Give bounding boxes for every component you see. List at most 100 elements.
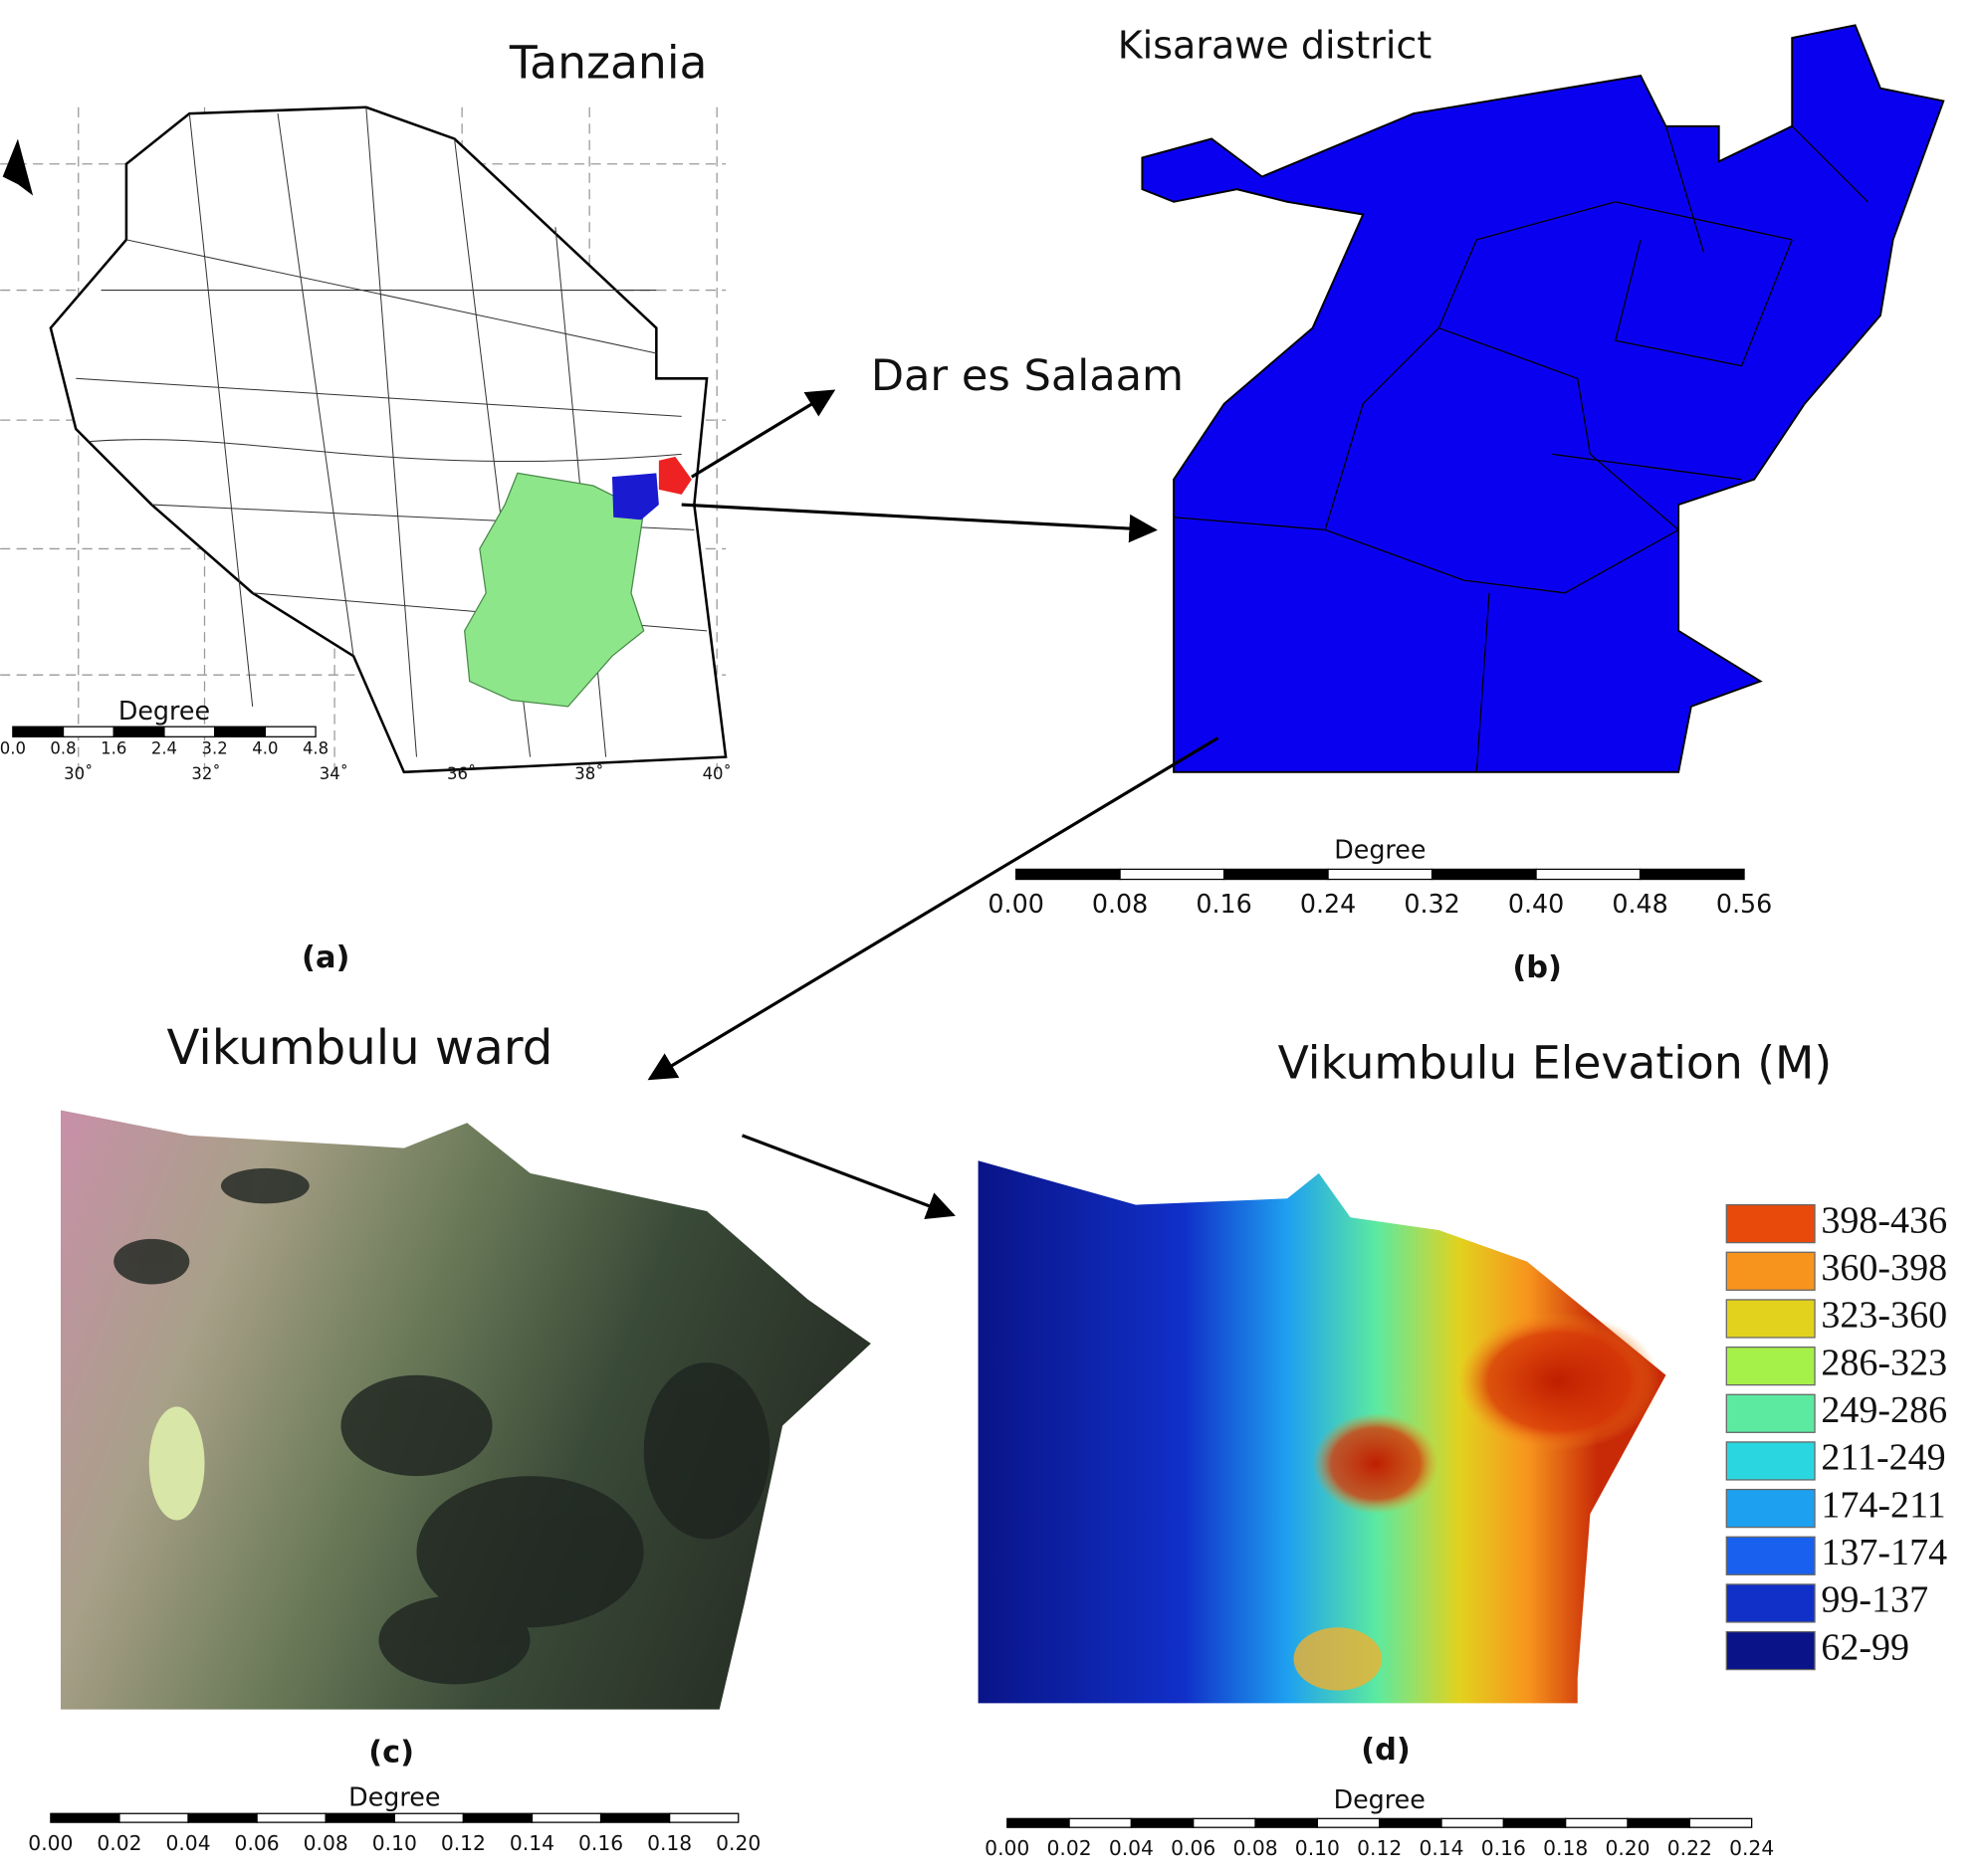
scale-tick-label: 0.18	[1543, 1836, 1588, 1860]
scale-segment	[1254, 1817, 1319, 1828]
scale-segment	[1440, 1817, 1504, 1828]
scale-tick-label: 0.8	[50, 738, 76, 757]
panel-title: Tanzania	[509, 36, 708, 89]
scale-tick-label: 0.04	[1109, 1836, 1154, 1860]
scale-tick-label: 0.00	[988, 889, 1043, 919]
scale-tick-label: 0.10	[1295, 1836, 1340, 1860]
longitude-label: 36˚	[447, 764, 476, 783]
district-polygon	[1141, 24, 1945, 773]
scale-segment	[50, 1812, 120, 1823]
tanzania-map	[0, 105, 728, 774]
scale-tick-label: 0.32	[1404, 889, 1459, 919]
scale-segment	[264, 726, 317, 737]
legend-swatch	[1725, 1488, 1816, 1529]
scale-tick-label: 0.10	[372, 1831, 417, 1855]
scale-tick-label: 0.18	[647, 1831, 692, 1855]
panel-caption: (a)	[302, 940, 349, 975]
scale-segment	[325, 1812, 395, 1823]
scale-segment	[1379, 1817, 1442, 1828]
scale-segment	[163, 726, 216, 737]
scale-segment	[62, 726, 114, 737]
legend-swatch	[1725, 1203, 1816, 1244]
legend-label: 99-137	[1821, 1579, 1928, 1621]
legend-label: 211-249	[1821, 1437, 1945, 1479]
scale-segment	[112, 726, 165, 737]
legend-swatch	[1725, 1346, 1816, 1386]
scale-segment	[187, 1812, 258, 1823]
panel-caption: (d)	[1361, 1733, 1411, 1768]
scale-segment	[1130, 1817, 1195, 1828]
scale-segment	[1627, 1817, 1690, 1828]
scale-tick-label: 0.08	[1232, 1836, 1277, 1860]
scale-segment	[12, 726, 65, 737]
scale-segment	[393, 1812, 465, 1823]
scale-segment	[1502, 1817, 1567, 1828]
scale-segment	[1014, 868, 1121, 881]
scale-label: Degree	[118, 696, 210, 726]
scale-tick-label: 0.0	[0, 738, 26, 757]
legend-label: 249-286	[1821, 1389, 1947, 1431]
legend-swatch	[1725, 1393, 1816, 1433]
scale-tick-label: 0.16	[578, 1831, 623, 1855]
scale-segment	[669, 1812, 740, 1823]
legend-swatch	[1725, 1630, 1816, 1671]
scale-segment	[256, 1812, 327, 1823]
light-patch	[148, 1406, 205, 1521]
panel-caption: (c)	[368, 1736, 414, 1771]
scale-tick-label: 1.6	[101, 738, 126, 757]
legend-label: 323-360	[1821, 1295, 1947, 1337]
longitude-label: 32˚	[191, 764, 220, 783]
scale-segment	[1430, 868, 1537, 881]
scale-segment	[1119, 868, 1225, 881]
scale-tick-label: 0.04	[165, 1831, 210, 1855]
scale-tick-label: 0.02	[1047, 1836, 1092, 1860]
scale-tick-label: 0.16	[1481, 1836, 1526, 1860]
annotation: Dar es Salaam	[871, 351, 1184, 401]
panel-title: Kisarawe district	[1118, 24, 1432, 68]
legend-label: 137-174	[1821, 1532, 1947, 1573]
mid-elevation	[1293, 1627, 1383, 1691]
scale-tick-label: 0.22	[1667, 1836, 1712, 1860]
legend-label: 286-323	[1821, 1342, 1947, 1383]
north-arrow	[2, 138, 34, 196]
scale-tick-label: 0.20	[716, 1831, 761, 1855]
scale-tick-label: 0.00	[985, 1836, 1029, 1860]
scale-segment	[1535, 868, 1642, 881]
high-elevation	[1457, 1312, 1660, 1451]
scale-tick-label: 0.24	[1729, 1836, 1774, 1860]
scale-tick-label: 0.08	[1092, 889, 1148, 919]
scale-segment	[1639, 868, 1745, 881]
legend-label: 174-211	[1821, 1484, 1945, 1526]
longitude-label: 30˚	[64, 764, 93, 783]
scale-tick-label: 4.0	[252, 738, 278, 757]
longitude-label: 34˚	[320, 764, 348, 783]
legend-label: 398-436	[1821, 1199, 1947, 1241]
legend-label: 360-398	[1821, 1247, 1947, 1289]
elevation-raster	[978, 1160, 1666, 1704]
scale-tick-label: 0.16	[1196, 889, 1251, 919]
longitude-label: 38˚	[574, 764, 603, 783]
scale-label: Degree	[1334, 1784, 1426, 1814]
high-elevation	[1312, 1412, 1439, 1515]
arrows	[647, 389, 1219, 1220]
dar-highlight	[658, 456, 692, 495]
scale-tick-label: 0.14	[510, 1831, 554, 1855]
legend-swatch	[1725, 1299, 1816, 1339]
scale-tick-label: 3.2	[202, 738, 228, 757]
longitude-label: 40˚	[703, 764, 732, 783]
scale-tick-label: 0.48	[1612, 889, 1667, 919]
scale-tick-label: 0.12	[1357, 1836, 1402, 1860]
scale-segment	[599, 1812, 671, 1823]
scale-tick-label: 0.00	[28, 1831, 73, 1855]
scale-tick-label: 0.40	[1508, 889, 1564, 919]
ward-boundaries	[1174, 125, 1869, 772]
scale-segment	[1006, 1817, 1070, 1828]
scale-tick-label: 0.08	[304, 1831, 348, 1855]
legend-swatch	[1725, 1251, 1816, 1291]
scale-label: Degree	[348, 1782, 440, 1812]
kisarawe-highlight	[611, 473, 659, 521]
scale-label: Degree	[1334, 835, 1426, 865]
scale-segment	[531, 1812, 602, 1823]
legend-label: 62-99	[1821, 1626, 1909, 1668]
